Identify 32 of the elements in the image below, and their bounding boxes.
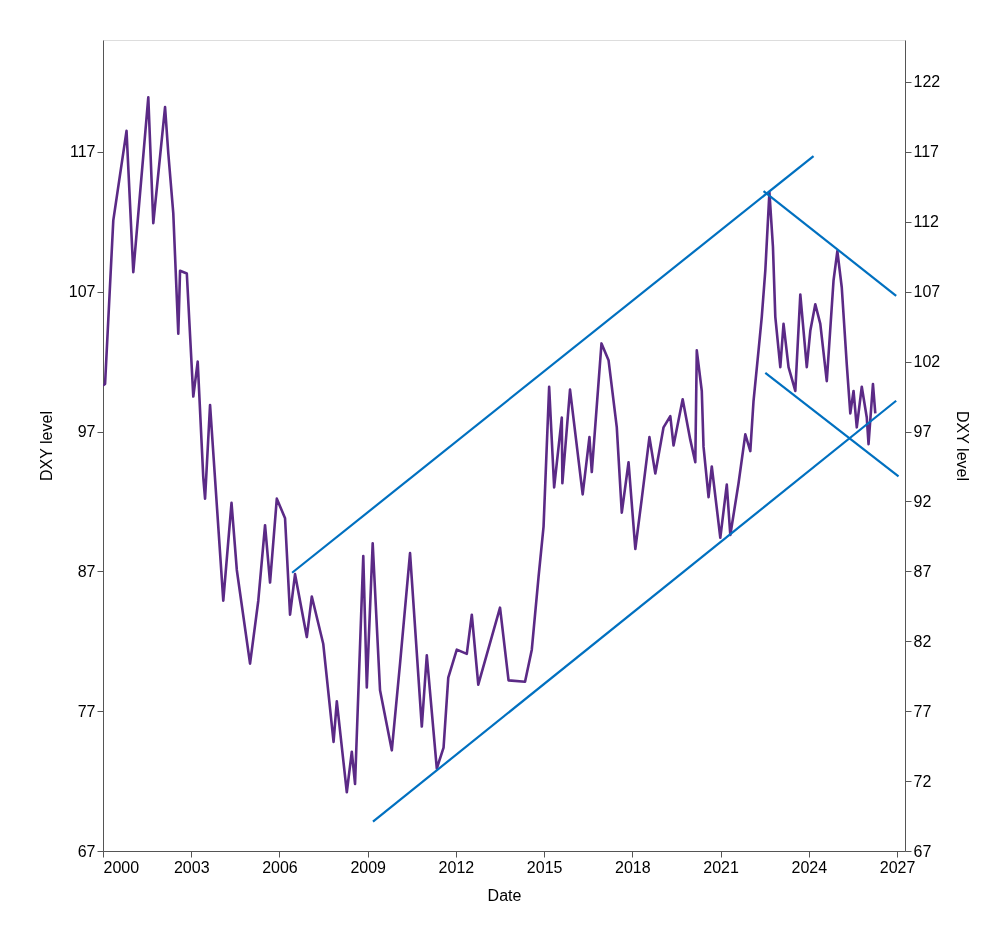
y2-tick-label: 107 (913, 283, 941, 301)
y2-tick-label: 72 (913, 772, 932, 790)
x-tick-label: 2012 (438, 858, 475, 876)
y-tick-label: 77 (77, 702, 96, 720)
y2-tick-label: 82 (913, 632, 932, 650)
y2-tick-label: 92 (913, 492, 932, 510)
line-series (103, 96, 877, 794)
y-tick-label: 117 (69, 143, 96, 161)
x-tick-label: 2021 (703, 858, 739, 876)
y2-tick-label: 117 (913, 143, 940, 161)
x-tick-label: 2027 (879, 858, 916, 876)
y-tick-label: 107 (68, 283, 96, 301)
x-tick-label: 2006 (262, 858, 298, 876)
y-tick-label: 97 (77, 423, 96, 441)
x-tick-label: 2000 (103, 858, 140, 876)
y2-tick-label: 87 (913, 562, 932, 580)
y-tick-label: 87 (77, 562, 96, 580)
x-tick-label: 2009 (350, 858, 387, 876)
x-tick-label: 2024 (791, 858, 828, 876)
y-tick-label: 67 (77, 842, 96, 860)
y-axis-title: DXY level (37, 411, 55, 481)
x-tick-label: 2003 (173, 858, 210, 876)
y2-tick-label: 77 (913, 702, 932, 720)
y2-tick-label: 102 (913, 353, 941, 371)
y2-tick-label: 122 (913, 73, 941, 91)
y2-tick-label: 97 (913, 423, 932, 441)
x-tick-label: 2018 (615, 858, 651, 876)
x-axis-title: Date (487, 886, 522, 904)
y2-tick-label: 112 (913, 213, 940, 231)
x-tick-label: 2015 (526, 858, 563, 876)
y2-tick-label: 67 (913, 842, 932, 860)
y2-axis-title: DXY level (954, 411, 972, 481)
